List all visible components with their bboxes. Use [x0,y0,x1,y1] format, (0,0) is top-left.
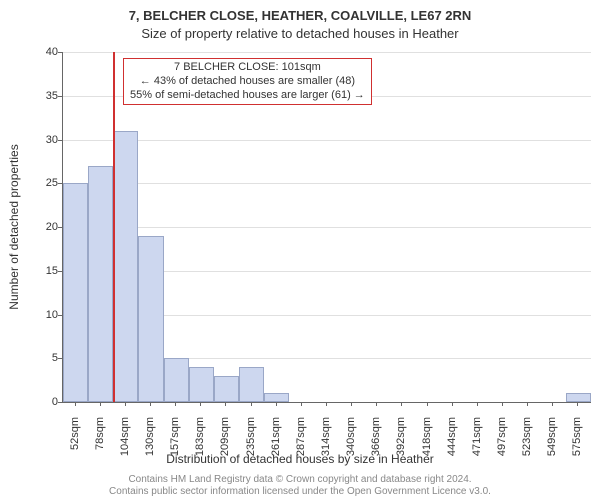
histogram-bar [88,166,113,402]
x-tick-label: 549sqm [546,417,558,477]
gridline [63,140,591,141]
x-tick-label: 444sqm [446,417,458,477]
page-title: 7, BELCHER CLOSE, HEATHER, COALVILLE, LE… [0,8,600,23]
x-tick-mark [225,402,226,406]
y-tick-label: 0 [28,396,58,408]
x-tick-mark [401,402,402,406]
x-tick-label: 183sqm [194,417,206,477]
x-tick-mark [301,402,302,406]
annotation-line-2: ← 43% of detached houses are smaller (48… [130,75,365,89]
gridline [63,52,591,53]
y-tick-mark [58,358,62,359]
histogram-bar [214,376,239,402]
x-tick-mark [477,402,478,406]
x-tick-mark [427,402,428,406]
x-tick-label: 340sqm [345,417,357,477]
x-tick-label: 575sqm [571,417,583,477]
x-tick-mark [326,402,327,406]
x-tick-mark [552,402,553,406]
gridline [63,227,591,228]
x-tick-mark [376,402,377,406]
x-tick-mark [75,402,76,406]
y-tick-label: 15 [28,265,58,277]
histogram-bar [164,358,189,402]
x-tick-label: 130sqm [144,417,156,477]
x-tick-mark [452,402,453,406]
y-tick-mark [58,271,62,272]
x-tick-label: 235sqm [245,417,257,477]
annotation-line-1: 7 BELCHER CLOSE: 101sqm [130,61,365,75]
x-tick-label: 523sqm [521,417,533,477]
x-tick-label: 209sqm [219,417,231,477]
x-tick-label: 418sqm [421,417,433,477]
x-tick-mark [276,402,277,406]
x-tick-mark [125,402,126,406]
x-tick-label: 261sqm [270,417,282,477]
y-tick-mark [58,96,62,97]
annotation-line-3: 55% of semi-detached houses are larger (… [130,89,365,103]
y-tick-label: 20 [28,221,58,233]
x-tick-mark [200,402,201,406]
y-tick-mark [58,315,62,316]
footer-attribution: Contains HM Land Registry data © Crown c… [0,474,600,497]
y-tick-label: 40 [28,46,58,58]
x-tick-mark [100,402,101,406]
histogram-bar [264,393,289,402]
y-tick-mark [58,402,62,403]
x-tick-label: 366sqm [370,417,382,477]
x-tick-mark [175,402,176,406]
gridline [63,183,591,184]
annotation-box: 7 BELCHER CLOSE: 101sqm← 43% of detached… [123,58,372,105]
x-tick-mark [577,402,578,406]
x-tick-label: 497sqm [496,417,508,477]
histogram-bar [189,367,214,402]
y-tick-label: 5 [28,352,58,364]
x-tick-mark [150,402,151,406]
y-tick-mark [58,52,62,53]
x-tick-label: 157sqm [169,417,181,477]
x-tick-mark [351,402,352,406]
y-axis-label: Number of detached properties [7,144,21,309]
property-marker-line [113,52,115,402]
footer-line-2: Contains public sector information licen… [109,486,491,497]
x-tick-mark [502,402,503,406]
x-tick-mark [527,402,528,406]
x-tick-label: 52sqm [69,417,81,477]
x-tick-label: 392sqm [395,417,407,477]
x-tick-label: 104sqm [119,417,131,477]
x-tick-label: 471sqm [471,417,483,477]
x-tick-label: 287sqm [295,417,307,477]
histogram-plot: 7 BELCHER CLOSE: 101sqm← 43% of detached… [62,52,591,403]
histogram-bar [566,393,591,402]
page-subtitle: Size of property relative to detached ho… [0,26,600,41]
y-tick-mark [58,140,62,141]
y-tick-label: 30 [28,134,58,146]
histogram-bar [138,236,163,402]
x-tick-mark [251,402,252,406]
histogram-bar [113,131,138,402]
y-tick-label: 10 [28,309,58,321]
y-tick-mark [58,227,62,228]
histogram-bar [239,367,264,402]
histogram-bar [63,183,88,402]
x-tick-label: 314sqm [320,417,332,477]
y-tick-label: 35 [28,90,58,102]
x-tick-label: 78sqm [94,417,106,477]
y-tick-mark [58,183,62,184]
y-tick-label: 25 [28,177,58,189]
